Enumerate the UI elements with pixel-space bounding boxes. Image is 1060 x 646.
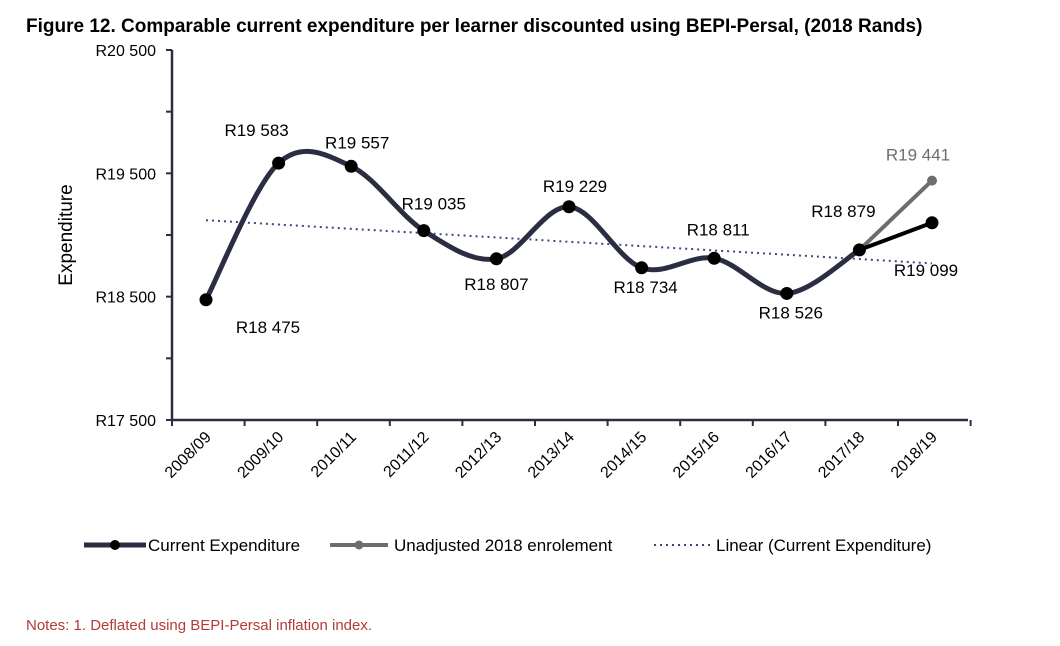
- y-tick-label: R20 500: [96, 43, 157, 60]
- x-tick-label: 2012/13: [452, 429, 505, 482]
- current-expenditure-final-segment: [858, 220, 933, 252]
- data-label: R19 229: [543, 177, 607, 196]
- current-expenditure-line: [203, 148, 862, 303]
- legend-label-current-expenditure: Current Expenditure: [148, 536, 300, 555]
- x-tick-label: 2009/10: [235, 429, 288, 482]
- y-tick-label: R19 500: [96, 166, 157, 183]
- data-label: R18 526: [759, 303, 823, 322]
- data-label: R18 734: [613, 278, 677, 297]
- data-label: R19 099: [894, 261, 958, 280]
- data-point-2014-15: [635, 261, 649, 275]
- data-label: R18 807: [464, 275, 528, 294]
- data-label: R19 557: [325, 133, 389, 152]
- legend-marker-current-expenditure: [110, 540, 120, 550]
- legend-group: Current Expenditure Unadjusted 2018 enrol…: [84, 536, 931, 555]
- unadjusted-series-line: [858, 179, 934, 252]
- chart-title: Figure 12. Comparable current expenditur…: [26, 16, 923, 37]
- trendline: [205, 219, 933, 265]
- x-tick-label: 2013/14: [525, 429, 578, 482]
- data-point-2010-11: [344, 159, 358, 173]
- legend-label-unadjusted: Unadjusted 2018 enrolement: [394, 536, 613, 555]
- x-tick-label: 2014/15: [598, 429, 651, 482]
- data-point-2015-16: [707, 251, 721, 265]
- unadjusted-data-label: R19 441: [886, 146, 950, 165]
- x-tick-label: 2010/11: [308, 429, 360, 481]
- axes-group: R17 500 R18 500 R19 500 R20 500 2008/09 2009/…: [56, 43, 972, 482]
- x-tick-label: 2017/18: [815, 429, 868, 482]
- x-tick-label: 2015/16: [670, 429, 723, 482]
- data-point-2018-19: [925, 216, 939, 230]
- data-point-2011-12: [417, 224, 431, 238]
- notes-text: Notes: 1. Deflated using BEPI-Persal inf…: [26, 617, 373, 634]
- y-axis-title: Expenditure: [56, 184, 77, 285]
- data-point-2016-17: [780, 286, 794, 300]
- series-lines-group: [203, 148, 934, 303]
- data-point-2008-09: [199, 293, 213, 307]
- y-tick-label: R18 500: [96, 290, 157, 307]
- data-labels-group: R18 475 R19 583 R19 557 R19 035 R18 807 R19 2…: [224, 121, 958, 337]
- data-label: R18 475: [236, 318, 300, 337]
- data-label: R19 583: [224, 121, 288, 140]
- legend-marker-unadjusted: [354, 540, 364, 550]
- data-point-2009-10: [272, 156, 286, 170]
- legend-label-linear: Linear (Current Expenditure): [716, 536, 931, 555]
- x-tick-label: 2011/12: [381, 429, 433, 481]
- data-point-2013-14: [562, 200, 576, 214]
- data-label: R19 035: [402, 195, 466, 214]
- data-point-2017-18: [852, 243, 866, 257]
- data-label: R18 811: [687, 220, 750, 239]
- x-tick-label: 2018/19: [888, 429, 941, 482]
- y-tick-label: R17 500: [96, 413, 157, 430]
- data-point-2012-13: [489, 252, 503, 266]
- unadjusted-data-point: [927, 175, 937, 186]
- trend-group: [205, 219, 933, 265]
- points-group: [199, 156, 939, 307]
- data-label: R18 879: [811, 202, 875, 221]
- x-tick-label: 2016/17: [743, 429, 796, 482]
- x-tick-label: 2008/09: [162, 429, 215, 482]
